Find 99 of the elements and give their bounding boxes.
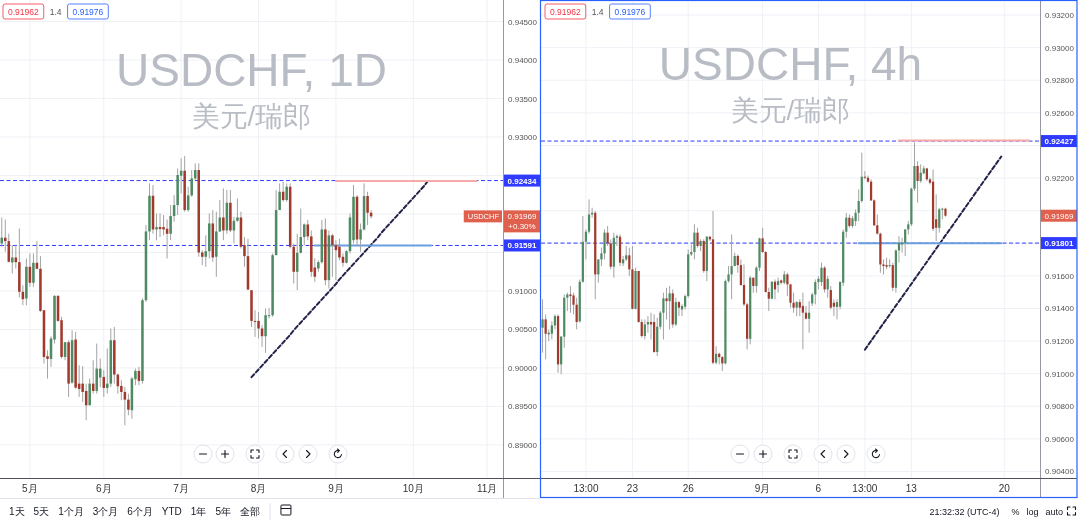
y-tick-label: 0.90400 [1045,467,1075,477]
text: YTD [161,506,182,517]
text: 6个月 [127,506,153,517]
candlestick [820,262,823,287]
annotation: 0.91976 [614,6,646,17]
x-tick-label: 6月 [95,483,112,494]
text: % [1011,507,1020,517]
y-tick-label: 0.91000 [508,286,538,296]
y-tick-label: 0.93000 [508,133,538,143]
candlestick [544,313,547,360]
candlestick [904,228,907,257]
x-tick-label: 23 [626,483,639,494]
text: 3个月 [92,506,119,517]
text: 1个月 [58,506,84,517]
candlestick [222,187,225,241]
ref-line-label: 0.92434 [507,176,538,186]
y-tick-label: 0.94000 [508,56,538,66]
text: 0.91969 [1044,211,1075,221]
text: 美元/瑞郎 [191,101,312,132]
candlestick [264,308,267,354]
candlestick [891,262,894,292]
y-tick-label: 0.90500 [508,325,538,335]
x-tick-label: 13:00 [573,483,599,494]
candlestick [4,218,7,253]
candlestick [541,298,544,354]
candlestick [303,222,306,246]
y-tick-label: 0.90600 [1045,434,1075,444]
candlestick [155,212,158,241]
annotation: 0.91962 [8,6,39,17]
candlestick [662,292,665,340]
candlestick [81,365,84,403]
candlestick [823,265,826,294]
x-tick-label: 11月 [476,483,498,494]
text: 1年 [190,506,207,517]
y-tick-label: 0.90000 [508,363,538,373]
candlestick [32,252,35,288]
text: 1天 [9,506,25,517]
y-tick-label: 0.92200 [1045,174,1075,184]
y-tick-label: 0.93500 [508,94,538,104]
x-tick-label: 5月 [22,483,38,494]
y-tick-label: 0.90800 [1045,402,1075,412]
candlestick [331,233,334,278]
text: USDCHF, 1D [116,44,387,96]
y-tick-label: 0.91200 [1045,337,1075,347]
y-tick-label: 0.91000 [1045,369,1075,379]
annotation: 1.4 [49,6,62,17]
ref-line-label: 0.91801 [1044,239,1075,249]
candlestick [366,191,369,226]
candlestick [569,285,572,314]
candlestick [278,182,281,211]
text: 5年 [215,506,231,517]
candlestick [665,287,668,320]
x-tick-label: 13:00 [852,483,878,494]
y-tick-label: 0.92800 [1045,76,1075,86]
text: 5天 [33,506,50,517]
text: 美元/瑞郎 [730,95,851,126]
x-tick-label: 8月 [250,483,267,494]
candlestick [916,160,919,204]
candlestick [597,258,600,284]
x-tick-label: 13 [905,483,918,494]
candlestick [0,216,4,248]
y-tick-label: 0.94500 [508,17,538,27]
y-tick-label: 0.93200 [1045,11,1075,21]
ref-line-label: 0.91591 [507,241,538,251]
x-tick-label: 10月 [402,483,424,494]
y-tick-label: 0.89000 [508,440,538,450]
annotation: 0.91962 [550,6,581,17]
x-tick-label: 20 [998,483,1011,494]
candlestick [285,182,288,203]
ref-line-label: 0.92427 [1044,137,1075,147]
text: log [1026,507,1039,517]
y-tick-label: 0.92600 [1045,108,1075,118]
candlestick [668,285,671,330]
candlestick [95,343,98,395]
candlestick [643,318,646,340]
y-tick-label: 0.93000 [1045,43,1075,53]
text: +0.30% [508,222,536,232]
x-tick-label: 6 [815,483,822,494]
x-tick-label: 9月 [754,483,771,494]
x-tick-label: 9月 [328,483,344,494]
candlestick [677,300,681,317]
text: USDCHF, 4h [658,38,923,90]
candlestick [696,227,699,249]
annotation: 0.91976 [72,6,104,17]
line-series [863,155,1003,351]
text: 21:32:32 (UTC-4) [929,507,1000,517]
y-tick-label: 0.91600 [1045,271,1075,281]
line-series [250,180,429,379]
candlestick [863,170,866,180]
x-tick-label: 26 [682,483,695,494]
text: 全部 [239,506,260,517]
annotation: 1.4 [591,6,604,17]
candlestick [693,223,696,260]
candlestick [11,244,14,274]
text: auto [1045,507,1063,517]
x-tick-label: 7月 [173,483,189,494]
text: 0.91969 [507,212,538,222]
y-tick-label: 0.91400 [1045,304,1075,314]
y-tick-label: 0.89500 [508,402,538,412]
